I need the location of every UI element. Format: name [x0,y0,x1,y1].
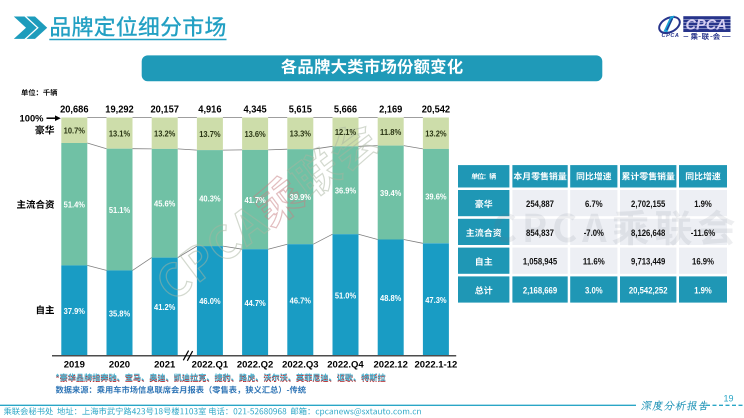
svg-text:9,713,449: 9,713,449 [631,256,665,267]
svg-text:-7.0%: -7.0% [584,227,605,238]
svg-text:10.7%: 10.7% [64,127,85,136]
svg-text:2021: 2021 [154,359,176,370]
svg-text:45.6%: 45.6% [154,200,175,209]
svg-text:2022.Q2: 2022.Q2 [237,359,273,370]
svg-text:39.9%: 39.9% [290,193,311,202]
svg-text:51.0%: 51.0% [335,291,356,300]
svg-text:20,542,252: 20,542,252 [629,285,668,296]
svg-text:13.2%: 13.2% [425,130,446,139]
svg-text:5,615: 5,615 [289,104,312,115]
svg-text:19,292: 19,292 [105,104,134,115]
svg-text:46.7%: 46.7% [290,296,311,305]
svg-text:2,169: 2,169 [379,104,402,115]
svg-text:4,916: 4,916 [198,104,221,115]
svg-text:2022.Q1: 2022.Q1 [192,359,229,370]
svg-text:2,702,155: 2,702,155 [631,198,665,209]
svg-text:41.7%: 41.7% [244,196,265,205]
svg-text:44.7%: 44.7% [244,299,265,308]
svg-text:13.7%: 13.7% [199,130,220,139]
svg-text:4,345: 4,345 [244,104,267,115]
svg-text:20,542: 20,542 [422,104,451,115]
svg-text:254,887: 254,887 [526,198,554,209]
svg-text:2022.Q3: 2022.Q3 [282,359,318,370]
svg-text:39.4%: 39.4% [380,189,401,198]
svg-text:48.8%: 48.8% [380,294,401,303]
svg-text:-11.6%: -11.6% [691,227,716,238]
svg-text:11.6%: 11.6% [583,256,605,267]
svg-text:40.3%: 40.3% [199,194,220,203]
svg-text:CPCA: CPCA [686,18,727,34]
svg-text:39.6%: 39.6% [425,192,446,201]
svg-text:2020: 2020 [109,359,130,370]
svg-text:12.1%: 12.1% [335,128,356,137]
svg-text:47.3%: 47.3% [425,296,446,305]
svg-text:20,157: 20,157 [151,104,180,115]
svg-text:CPCA: CPCA [662,33,680,39]
svg-text:854,837: 854,837 [526,227,554,238]
svg-text:35.8%: 35.8% [109,309,130,318]
svg-text:16.9%: 16.9% [692,256,714,267]
svg-text:13.3%: 13.3% [290,130,311,139]
svg-text:41.2%: 41.2% [154,303,175,312]
svg-text:20,686: 20,686 [60,104,89,115]
svg-text:100%: 100% [20,112,45,123]
svg-text:13.2%: 13.2% [154,130,175,139]
svg-text:2022.12: 2022.12 [374,359,408,370]
svg-text:5,666: 5,666 [334,104,357,115]
svg-text:8,126,648: 8,126,648 [631,227,665,238]
svg-text:37.9%: 37.9% [64,307,85,316]
svg-text:36.9%: 36.9% [335,187,356,196]
svg-text:51.1%: 51.1% [109,206,130,215]
svg-text:2022.1-12: 2022.1-12 [415,359,458,370]
svg-text:1,058,945: 1,058,945 [523,256,557,267]
svg-text:19: 19 [723,393,733,403]
svg-text:2022.Q4: 2022.Q4 [327,359,364,370]
svg-text:1.9%: 1.9% [694,198,712,209]
svg-text:51.4%: 51.4% [64,201,85,210]
svg-text:13.6%: 13.6% [244,130,265,139]
svg-text:46.0%: 46.0% [199,297,220,306]
svg-text:1.9%: 1.9% [694,285,712,296]
svg-text:13.1%: 13.1% [109,129,130,138]
svg-text:2019: 2019 [64,359,85,370]
svg-text:2,168,669: 2,168,669 [523,285,557,296]
svg-text:3.0%: 3.0% [585,285,603,296]
svg-text:6.7%: 6.7% [585,198,603,209]
svg-text:11.8%: 11.8% [380,128,401,137]
